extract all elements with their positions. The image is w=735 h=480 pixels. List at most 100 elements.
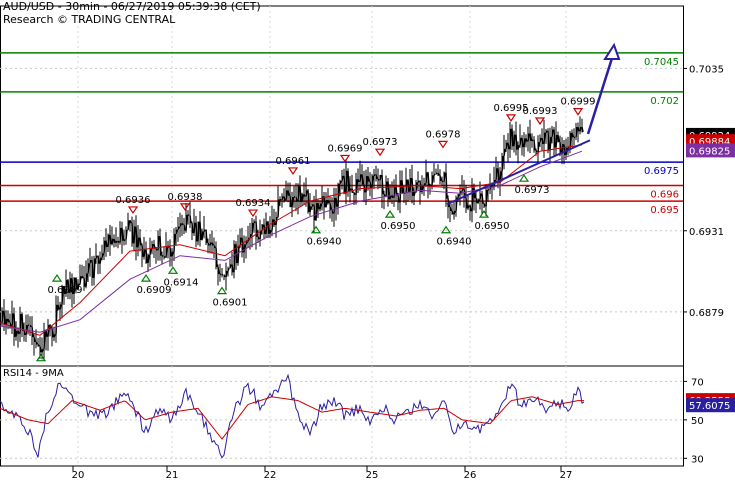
candle-body <box>265 221 268 234</box>
candle-body <box>319 203 322 210</box>
x-tick-label: 20 <box>72 470 85 480</box>
candle-body <box>389 195 392 200</box>
candle-body <box>333 197 336 214</box>
candle-body <box>61 285 64 305</box>
candle-body <box>41 348 44 353</box>
candle-body <box>231 264 234 273</box>
candle-body <box>327 199 330 204</box>
candle-body <box>197 221 200 242</box>
chart-title: AUD/USD - 30min - 06/27/2019 05:39:38 (C… <box>3 0 261 13</box>
candle-body <box>215 247 218 268</box>
candle-body <box>207 242 210 246</box>
candle-body <box>465 197 468 209</box>
price-tag-bg <box>686 143 735 158</box>
forecast-arrow-head <box>603 42 621 61</box>
candle-body <box>541 137 544 145</box>
candle-body <box>461 188 464 192</box>
candle-body <box>451 210 454 215</box>
candle-body <box>569 132 572 148</box>
candle-body <box>411 178 414 196</box>
candle-body <box>581 126 584 133</box>
candle-body <box>427 172 430 187</box>
candle-body <box>379 174 382 181</box>
swing-low-label: 0.6940 <box>307 237 342 248</box>
candle-body <box>245 241 248 245</box>
candle-body <box>31 326 34 338</box>
candle-body <box>105 240 108 248</box>
candle-body <box>555 135 558 148</box>
swing-low-label: 0.6950 <box>381 221 416 232</box>
swing-high-marker <box>572 108 584 116</box>
candle-body <box>563 144 566 156</box>
candle-body <box>367 175 370 182</box>
candle-body <box>545 130 548 134</box>
candle-body <box>35 341 38 345</box>
candle-body <box>81 275 84 279</box>
swing-high-label: 0.6973 <box>363 137 398 148</box>
candle-body <box>201 231 204 241</box>
price-tag: 0.69884 <box>689 137 730 148</box>
candle-body <box>73 277 76 294</box>
candle-body <box>127 220 130 231</box>
candle-body <box>535 150 538 153</box>
candle-body <box>329 202 332 211</box>
candle-body <box>109 234 112 245</box>
candle-body <box>291 196 294 208</box>
candle-body <box>23 330 26 336</box>
swing-low-label: 0.6909 <box>137 285 172 296</box>
y-tick-label-rsi: 50 <box>691 416 704 427</box>
x-tick-label: 25 <box>366 470 379 480</box>
candle-body <box>217 266 220 275</box>
candle-body <box>369 181 372 188</box>
candle-body <box>433 173 436 176</box>
price-tag: 0.69825 <box>689 146 730 157</box>
candle-body <box>325 200 328 208</box>
swing-high-marker <box>437 140 449 149</box>
candle-body <box>571 132 574 138</box>
y-tick-label-main: 0.6879 <box>689 308 724 319</box>
candle-body <box>513 134 516 147</box>
candle-body <box>417 180 420 183</box>
candle-body <box>145 249 148 264</box>
x-tick-label: 26 <box>464 470 477 480</box>
candle-body <box>445 172 448 199</box>
candle-body <box>509 128 512 150</box>
candle-body <box>93 258 96 278</box>
candle-body <box>345 170 348 194</box>
candle-body <box>149 248 152 256</box>
swing-high-label: 0.6995 <box>494 103 529 114</box>
swing-high-marker <box>287 167 299 176</box>
candle-body <box>125 229 128 240</box>
candle-body <box>301 194 304 202</box>
candle-body <box>331 210 334 214</box>
candle-body <box>115 240 118 244</box>
candle-body <box>339 180 342 185</box>
candle-body <box>295 196 298 202</box>
candle-body <box>211 242 214 246</box>
candle-body <box>317 202 320 210</box>
candle-body <box>121 227 124 241</box>
candle-body <box>113 238 116 243</box>
candle-body <box>501 155 504 172</box>
y-tick-label-rsi: 30 <box>691 454 704 465</box>
candle-body <box>397 195 400 203</box>
candle-body <box>549 137 552 151</box>
candle-body <box>133 226 136 244</box>
candle-body <box>523 138 526 148</box>
candle-body <box>141 245 144 257</box>
candle-body <box>57 304 60 310</box>
candle-body <box>299 186 302 202</box>
candle-body <box>381 174 384 195</box>
candle-body <box>225 270 228 278</box>
candle-body <box>453 210 456 215</box>
rsi-panel-title: RSI14 - 9MA <box>3 368 64 379</box>
candle-body <box>543 132 546 145</box>
candle-body <box>495 168 498 181</box>
swing-low-marker <box>167 266 179 274</box>
candle-body <box>449 206 452 212</box>
candle-body <box>195 222 198 242</box>
swing-high-label: 0.6934 <box>236 198 271 209</box>
candle-body <box>285 190 288 201</box>
swing-high-label: 0.6938 <box>168 192 203 203</box>
swing-low-label: 0.6973 <box>515 185 550 196</box>
